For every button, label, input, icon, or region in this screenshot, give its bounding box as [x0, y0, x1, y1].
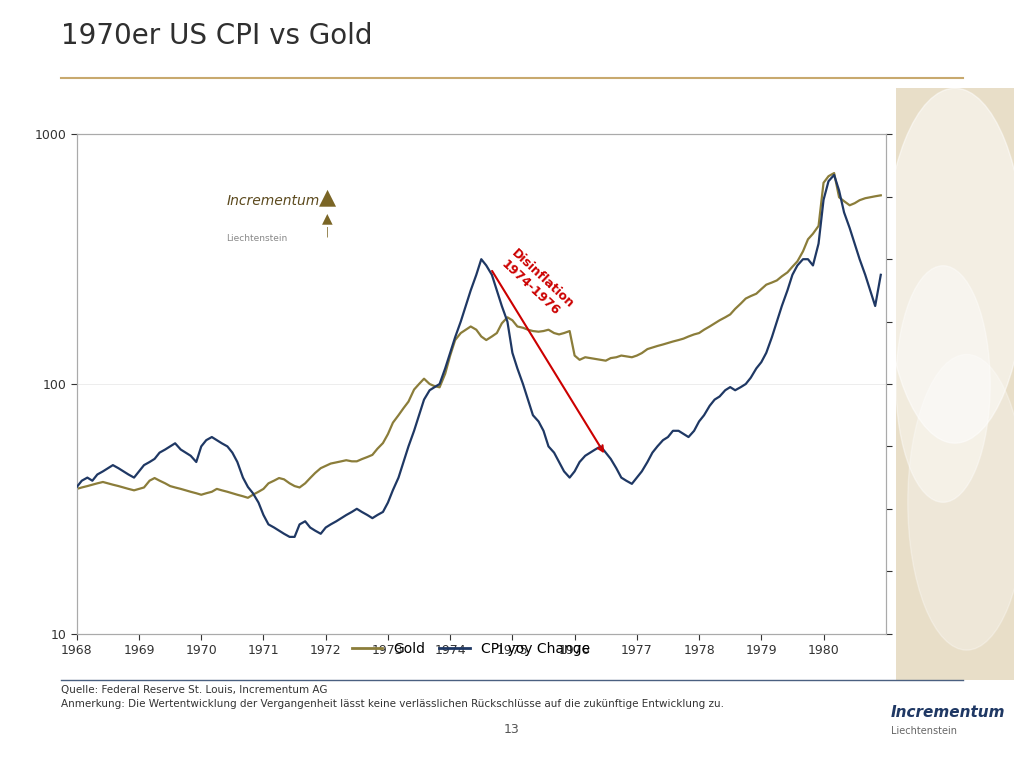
Text: 1970er US CPI vs Gold: 1970er US CPI vs Gold: [61, 22, 373, 50]
Gold: [71, 485, 83, 494]
Legend: Gold, CPI yoy Change: Gold, CPI yoy Change: [346, 636, 596, 661]
CPI yoy Change: [631, 473, 643, 482]
Text: Liechtenstein: Liechtenstein: [891, 726, 956, 736]
Ellipse shape: [885, 88, 1024, 443]
Gold: [874, 190, 887, 200]
CPI yoy Change: [71, 482, 83, 492]
CPI yoy Change: [284, 532, 296, 541]
Gold: [278, 475, 290, 484]
CPI yoy Change: [724, 382, 736, 392]
Text: Incrementum: Incrementum: [226, 194, 319, 208]
CPI yoy Change: [553, 458, 565, 467]
CPI yoy Change: [408, 426, 420, 435]
Gold: [408, 385, 420, 394]
Ellipse shape: [907, 355, 1024, 650]
Text: Quelle: Federal Reserve St. Louis, Incrementum AG
Anmerkung: Die Wertentwicklung: Quelle: Federal Reserve St. Louis, Incre…: [61, 685, 724, 709]
CPI yoy Change: [874, 270, 887, 280]
Text: ▲: ▲: [323, 212, 333, 226]
CPI yoy Change: [828, 170, 841, 180]
Gold: [377, 439, 389, 448]
Gold: [724, 310, 736, 319]
Line: Gold: Gold: [77, 173, 881, 498]
Text: Incrementum: Incrementum: [891, 705, 1006, 720]
Ellipse shape: [896, 266, 990, 502]
Gold: [828, 168, 841, 177]
Text: Disinflation
1974-1976: Disinflation 1974-1976: [499, 247, 577, 322]
Text: 13: 13: [504, 723, 520, 737]
Line: CPI yoy Change: CPI yoy Change: [77, 175, 881, 537]
Gold: [553, 329, 565, 339]
CPI yoy Change: [377, 508, 389, 517]
Text: Liechtenstein: Liechtenstein: [226, 234, 288, 243]
Gold: [242, 493, 254, 502]
Text: |: |: [326, 227, 329, 237]
Gold: [631, 351, 643, 360]
CPI yoy Change: [273, 526, 286, 535]
Text: ▲: ▲: [319, 187, 336, 207]
